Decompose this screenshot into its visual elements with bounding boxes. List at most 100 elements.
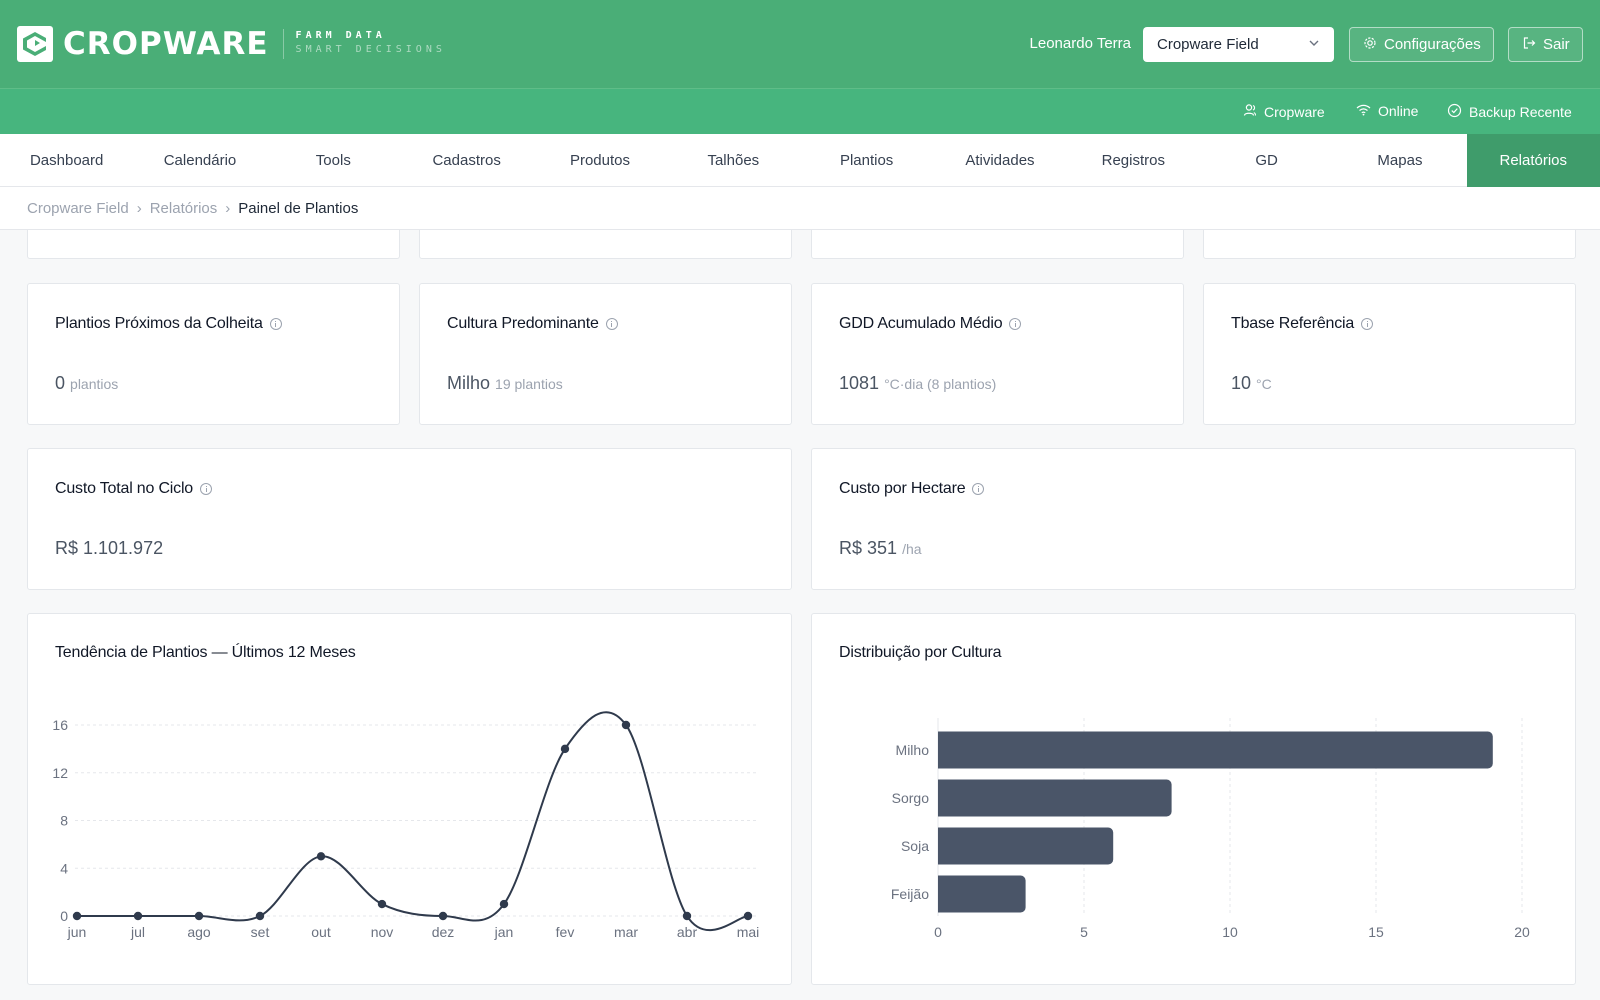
x-tick-label: nov bbox=[371, 924, 394, 940]
series-line bbox=[77, 711, 749, 932]
x-tick-label: dez bbox=[432, 924, 455, 940]
brand-tagline: FARM DATA SMART DECISIONS bbox=[282, 29, 446, 59]
info-icon[interactable] bbox=[605, 318, 618, 330]
nav-item-cadastros[interactable]: Cadastros bbox=[432, 152, 501, 169]
info-icon[interactable] bbox=[1009, 318, 1022, 330]
breadcrumb-current: Painel de Plantios bbox=[238, 199, 359, 217]
user-icon bbox=[1243, 103, 1257, 120]
data-point bbox=[255, 911, 265, 921]
nav-item-mapas[interactable]: Mapas bbox=[1377, 152, 1423, 169]
bar-chart: 0 5 10 15 20 Milho Sorgo Soja Feijão bbox=[891, 718, 1530, 940]
gear-icon bbox=[1363, 36, 1377, 54]
breadcrumb-separator: › bbox=[225, 199, 231, 217]
kpi-card-near-harvest: Plantios Próximos da Colheita 0 plantios bbox=[27, 283, 400, 425]
wifi-icon bbox=[1356, 103, 1371, 119]
farm-select[interactable]: Cropware Field bbox=[1143, 27, 1334, 62]
nav-item-relatorios[interactable]: Relatórios bbox=[1466, 134, 1600, 187]
kpi-title: Tbase Referência bbox=[1231, 315, 1374, 333]
data-point bbox=[499, 899, 509, 909]
bar-base bbox=[938, 827, 944, 865]
status-backup: Backup Recente bbox=[1447, 103, 1572, 121]
main-nav: Dashboard Calendário Tools Cadastros Pro… bbox=[0, 134, 1600, 187]
data-point bbox=[682, 911, 692, 921]
kpi-card-gdd: GDD Acumulado Médio 1081 °C·dia (8 plant… bbox=[811, 283, 1184, 425]
x-tick-label: 0 bbox=[934, 924, 942, 940]
kpi-card-main-crop: Cultura Predominante Milho 19 plantios bbox=[419, 283, 792, 425]
chart-title: Distribuição por Cultura bbox=[839, 644, 1002, 661]
data-point bbox=[743, 911, 753, 921]
kpi-value: Milho 19 plantios bbox=[447, 373, 563, 393]
kpi-title: Custo Total no Ciclo bbox=[55, 480, 213, 498]
info-icon[interactable] bbox=[200, 483, 213, 495]
chart-title: Tendência de Plantios — Últimos 12 Meses bbox=[55, 644, 356, 661]
data-point bbox=[560, 744, 570, 754]
x-tick-label: mar bbox=[614, 924, 638, 940]
y-tick-label: 12 bbox=[52, 765, 68, 781]
data-point bbox=[621, 720, 631, 730]
settings-button[interactable]: Configurações bbox=[1349, 27, 1494, 62]
kpi-value: 1081 °C·dia (8 plantios) bbox=[839, 373, 997, 393]
x-tick-label: 20 bbox=[1514, 924, 1530, 940]
bar-base bbox=[938, 731, 944, 769]
category-label: Feijão bbox=[891, 886, 929, 902]
bar bbox=[938, 875, 1026, 913]
brand-name: CROPWARE bbox=[63, 26, 269, 62]
kpi-value: 0 plantios bbox=[55, 373, 119, 393]
breadcrumb-item-farm[interactable]: Cropware Field bbox=[27, 199, 129, 217]
data-point bbox=[72, 911, 82, 921]
brand-logo[interactable]: CROPWARE FARM DATA SMART DECISIONS bbox=[17, 26, 446, 62]
logout-icon bbox=[1522, 36, 1536, 54]
category-label: Soja bbox=[901, 838, 929, 854]
user-name: Leonardo Terra bbox=[1029, 35, 1131, 52]
x-tick-label: out bbox=[311, 924, 331, 940]
nav-item-registros[interactable]: Registros bbox=[1101, 152, 1165, 169]
info-icon[interactable] bbox=[269, 318, 282, 330]
nav-item-talhoes[interactable]: Talhões bbox=[707, 152, 760, 169]
data-point bbox=[133, 911, 143, 921]
brand-tagline-line-1: FARM DATA bbox=[295, 30, 386, 41]
kpi-card-tbase: Tbase Referência 10 °C bbox=[1203, 283, 1576, 425]
status-bar: Cropware Online Backup Recente bbox=[0, 89, 1600, 134]
bar bbox=[938, 827, 1114, 865]
nav-item-dashboard[interactable]: Dashboard bbox=[29, 152, 104, 169]
nav-item-tools[interactable]: Tools bbox=[315, 152, 351, 169]
x-tick-label: ago bbox=[187, 924, 211, 940]
data-point bbox=[316, 852, 326, 861]
logout-button[interactable]: Sair bbox=[1508, 27, 1583, 62]
kpi-value: 10 °C bbox=[1231, 373, 1272, 393]
kpi-title: Cultura Predominante bbox=[447, 315, 618, 333]
y-tick-label: 4 bbox=[60, 860, 68, 876]
logout-button-label: Sair bbox=[1543, 36, 1570, 53]
nav-item-calendario[interactable]: Calendário bbox=[163, 152, 237, 169]
x-tick-label: abr bbox=[677, 924, 698, 940]
bar bbox=[938, 779, 1172, 817]
chart-card-trend: Tendência de Plantios — Últimos 12 Meses… bbox=[27, 613, 792, 985]
data-point bbox=[194, 911, 204, 921]
top-header: CROPWARE FARM DATA SMART DECISIONS Leona… bbox=[0, 0, 1600, 89]
nav-item-gd[interactable]: GD bbox=[1255, 152, 1278, 169]
breadcrumb: Cropware Field › Relatórios › Painel de … bbox=[0, 187, 1600, 230]
breadcrumb-item-reports[interactable]: Relatórios bbox=[149, 199, 218, 217]
x-tick-label: 5 bbox=[1080, 924, 1088, 940]
kpi-card-total-cost: Custo Total no Ciclo R$ 1.101.972 bbox=[27, 448, 792, 590]
info-icon[interactable] bbox=[972, 483, 985, 495]
bar bbox=[938, 731, 1493, 769]
y-tick-label: 16 bbox=[52, 717, 68, 733]
settings-button-label: Configurações bbox=[1384, 36, 1481, 53]
nav-item-plantios[interactable]: Plantios bbox=[839, 152, 894, 169]
kpi-title: Plantios Próximos da Colheita bbox=[55, 315, 282, 333]
nav-item-produtos[interactable]: Produtos bbox=[569, 152, 630, 169]
y-tick-label: 8 bbox=[60, 813, 68, 829]
kpi-title: GDD Acumulado Médio bbox=[839, 315, 1022, 333]
bar-base bbox=[938, 875, 944, 913]
chevron-down-icon bbox=[1308, 36, 1320, 53]
y-tick-label: 0 bbox=[60, 908, 68, 924]
bar-base bbox=[938, 779, 944, 817]
x-tick-label: mai bbox=[737, 924, 760, 940]
nav-item-atividades[interactable]: Atividades bbox=[965, 152, 1035, 169]
kpi-value: R$ 351 /ha bbox=[839, 538, 922, 558]
x-tick-label: jan bbox=[494, 924, 514, 940]
check-circle-icon bbox=[1447, 103, 1462, 121]
info-icon[interactable] bbox=[1361, 318, 1374, 330]
data-point bbox=[377, 899, 387, 909]
